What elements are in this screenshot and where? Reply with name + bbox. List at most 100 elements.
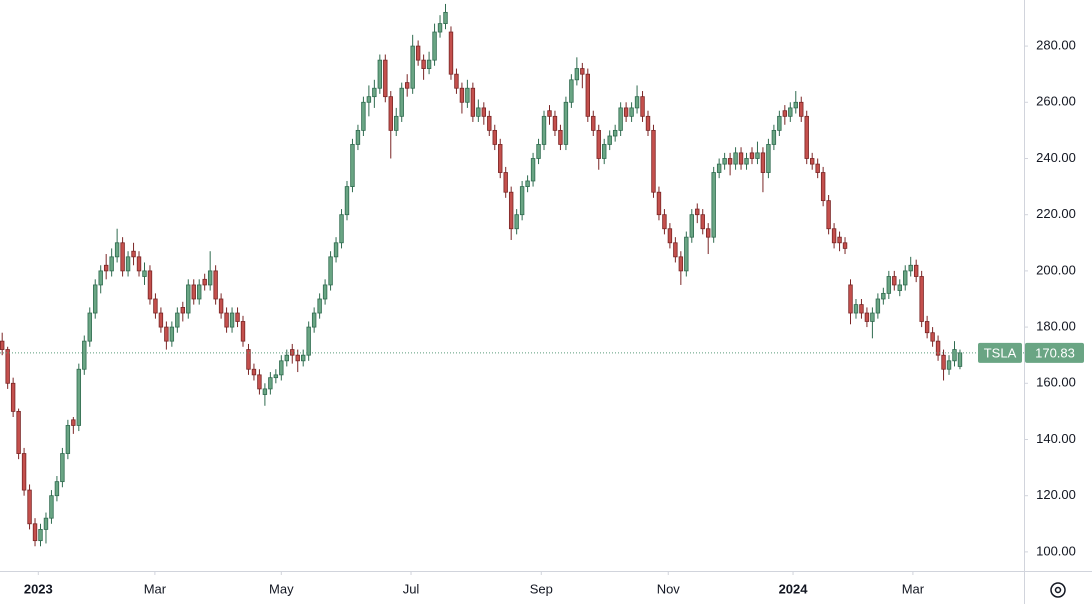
candle-body [771, 129, 777, 145]
candle-body [886, 276, 892, 294]
candle-body [749, 152, 755, 159]
candle-body [437, 23, 443, 33]
candle-body [328, 256, 333, 286]
x-tick-label: Nov [657, 581, 681, 596]
x-tick-label: Mar [144, 581, 167, 596]
candle-body [164, 326, 169, 342]
candle-body [700, 214, 705, 230]
y-tick-label: 240.00 [1036, 150, 1076, 165]
candle-body [799, 101, 804, 117]
candle-body [103, 264, 109, 272]
candle-body [508, 191, 514, 230]
candle-body [197, 284, 202, 300]
candle-body [54, 481, 60, 497]
candle-body [0, 340, 5, 350]
x-tick-label: 2024 [779, 581, 809, 596]
x-tick-label: Sep [530, 581, 553, 596]
candle-body [65, 425, 71, 454]
candle-body [476, 107, 481, 117]
candle-body [574, 68, 580, 81]
candle-body [585, 73, 591, 117]
candle-body [809, 158, 815, 165]
x-tick-label: Mar [902, 581, 925, 596]
candle-body [957, 352, 963, 367]
last-price-label: 170.83 [1035, 345, 1075, 360]
candle-body [503, 172, 508, 193]
candle-body [498, 144, 503, 173]
candle-body [623, 107, 629, 117]
candle-body [432, 31, 437, 61]
candle-body [147, 270, 153, 300]
symbol-tag [978, 342, 1022, 363]
settings-button[interactable] [1050, 582, 1066, 598]
candle-body [399, 87, 404, 117]
candle-body [831, 228, 837, 244]
candle-body [525, 180, 530, 187]
candle-body [651, 129, 656, 193]
candle-body [372, 87, 377, 98]
candle-body [454, 73, 459, 89]
y-tick-label: 200.00 [1036, 262, 1076, 277]
y-tick-label: 260.00 [1036, 94, 1076, 109]
candle-body [766, 144, 771, 173]
candle-body [618, 107, 623, 131]
candle-body [634, 96, 640, 109]
candle-body [470, 87, 476, 117]
x-tick-label: Jul [403, 581, 420, 596]
candle-body [377, 59, 383, 89]
candle-body [941, 354, 946, 370]
candle-body [733, 152, 738, 165]
candle-body [344, 186, 350, 216]
candle-body [21, 453, 27, 491]
y-tick-label: 140.00 [1036, 431, 1076, 446]
candle-body [109, 256, 114, 272]
candle-body [662, 214, 667, 230]
candle-body [361, 101, 366, 131]
candle-body [306, 326, 311, 356]
candle-body [284, 354, 289, 362]
y-tick-label: 160.00 [1036, 375, 1076, 390]
candle-body [311, 312, 317, 328]
candle-body [268, 377, 273, 390]
candle-body [684, 236, 689, 272]
candle-body [202, 278, 207, 286]
candle-body [864, 312, 870, 322]
y-tick-label: 180.00 [1036, 319, 1076, 334]
candle-body [755, 152, 760, 159]
candle-body [935, 340, 941, 356]
candle-body [793, 101, 798, 109]
candle-body [870, 312, 875, 322]
candle-body [820, 172, 826, 202]
candle-body [350, 144, 355, 187]
candle-body [273, 374, 279, 379]
candle-body [716, 163, 722, 173]
candle-body [487, 115, 492, 131]
candle-body [76, 368, 82, 426]
candle-body [16, 410, 21, 454]
candle-body [695, 208, 700, 216]
settings-icon [1050, 582, 1066, 598]
candle-body [131, 250, 136, 258]
candle-body [897, 284, 902, 291]
candle-body [240, 321, 246, 342]
candle-body [207, 270, 213, 286]
candle-body [459, 87, 465, 103]
candle-body [43, 517, 49, 530]
candle-body [339, 214, 344, 244]
candle-body [175, 312, 180, 328]
candle-body [558, 129, 563, 145]
candle-body [640, 96, 645, 117]
candle-body [519, 186, 525, 216]
candle-body [448, 31, 454, 75]
candle-body [930, 332, 935, 342]
candle-body [404, 82, 410, 89]
x-tick-label: 2023 [24, 581, 53, 596]
candle-body [49, 495, 54, 519]
candle-body [804, 115, 809, 159]
candle-body [837, 236, 842, 244]
candle-body [607, 135, 612, 145]
candle-body [465, 87, 470, 103]
candle-body [213, 270, 218, 300]
candle-body [908, 264, 913, 272]
candle-body [919, 276, 924, 322]
